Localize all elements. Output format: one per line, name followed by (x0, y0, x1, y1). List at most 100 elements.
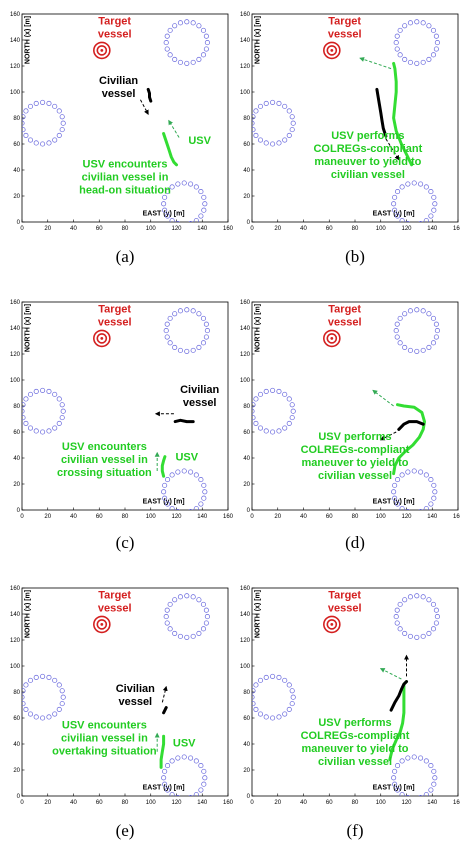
obstacle-point (257, 103, 264, 109)
obstacle-point (198, 787, 204, 793)
y-tick-label: 60 (243, 142, 250, 148)
y-tick-label: 160 (10, 586, 21, 592)
obstacle-point (201, 495, 207, 501)
y-axis-label: NORTH (x) [m] (25, 304, 32, 352)
annotation-text: USV performs (318, 717, 391, 729)
obstacle-point (201, 194, 207, 200)
obstacle-point (395, 787, 401, 793)
obstacle-point (203, 321, 209, 327)
obstacle-point (282, 425, 288, 431)
obstacle-point (181, 754, 187, 760)
obstacle-point (181, 180, 187, 186)
obstacle-point (402, 56, 408, 62)
y-axis-label: NORTH (x) [m] (25, 16, 32, 64)
obstacle-point (414, 60, 420, 66)
x-tick-label: 140 (197, 226, 208, 232)
obstacle-point (428, 763, 434, 769)
annotation-text: USV (188, 135, 211, 147)
obstacle-point (46, 140, 52, 146)
x-tick-label: 40 (70, 514, 77, 520)
y-tick-label: 60 (243, 716, 250, 722)
obstacle-point (263, 428, 269, 434)
obstacle-ring (393, 19, 440, 66)
chart-panel: 0 20 40 60 80 100 120 140 160 0 20 40 60 80 100 120 140 1… (10, 12, 234, 266)
obstacle-point (27, 425, 34, 431)
obstacle-point (172, 597, 178, 603)
y-tick-label: 160 (240, 300, 251, 306)
obstacle-point (204, 614, 210, 620)
usv-heading-arrow (379, 668, 402, 680)
obstacle-point (169, 792, 175, 796)
obstacle-point (169, 506, 175, 510)
obstacle-point (423, 218, 429, 222)
obstacle-point (167, 626, 173, 632)
obstacle-point (270, 429, 276, 435)
x-tick-label: 40 (300, 800, 307, 806)
y-tick-label: 160 (10, 12, 21, 18)
obstacle-point (22, 688, 26, 694)
obstacle-point (165, 213, 171, 219)
y-tick-label: 40 (243, 456, 250, 462)
usv-trajectory (162, 132, 178, 167)
obstacle-point (22, 114, 26, 120)
x-tick-label: 0 (250, 514, 254, 520)
obstacle-point (393, 614, 399, 620)
x-tick-label: 40 (300, 226, 307, 232)
obstacle-point (46, 100, 52, 106)
obstacle-point (418, 755, 424, 761)
x-tick-label: 120 (171, 800, 182, 806)
obstacle-point (40, 673, 46, 679)
y-tick-label: 100 (240, 90, 251, 96)
y-tick-label: 120 (240, 64, 251, 70)
obstacle-point (22, 127, 26, 133)
obstacle-point (286, 108, 292, 114)
x-tick-label: 120 (171, 514, 182, 520)
obstacle-point (190, 59, 196, 65)
y-axis-label: NORTH (x) [m] (25, 590, 32, 638)
y-tick-label: 120 (10, 64, 21, 70)
obstacle-point (184, 60, 190, 66)
obstacle-point (397, 601, 403, 607)
obstacle-point (405, 755, 411, 761)
civilian-heading-arrow (379, 431, 397, 441)
obstacle-point (282, 677, 288, 683)
x-tick-label: 80 (122, 514, 129, 520)
target-outer-ring (323, 41, 341, 60)
usv-trajectory (392, 403, 426, 476)
obstacle-point (423, 758, 429, 764)
chart-panel: 0 20 40 60 80 100 120 140 160 0 20 40 60 80 100 120 140 1… (10, 586, 234, 840)
obstacle-ring (252, 673, 296, 721)
obstacle-point (252, 114, 256, 120)
annotation-text: overtaking situation (52, 745, 157, 757)
obstacle-point (399, 218, 405, 222)
obstacle-point (392, 495, 398, 501)
y-tick-label: 40 (243, 168, 250, 174)
x-tick-label: 20 (274, 514, 281, 520)
obstacle-point (394, 46, 400, 52)
obstacle-point (257, 137, 264, 143)
obstacle-point (399, 792, 405, 796)
obstacle-point (394, 620, 400, 626)
obstacle-point (46, 428, 52, 434)
obstacle-ring (391, 180, 438, 222)
x-tick-label: 60 (96, 514, 103, 520)
x-tick-label: 20 (274, 226, 281, 232)
obstacle-point (257, 677, 264, 683)
panel-caption: (b) (345, 247, 365, 266)
obstacle-point (428, 501, 434, 507)
obstacle-point (201, 768, 207, 774)
obstacle-point (420, 59, 426, 65)
obstacle-point (270, 141, 276, 147)
x-tick-label: 60 (96, 226, 103, 232)
civilian-trajectory (146, 87, 153, 103)
obstacle-point (252, 688, 256, 694)
obstacle-point (431, 781, 437, 787)
obstacle-point (282, 137, 288, 143)
obstacle-point (418, 221, 423, 222)
obstacle-point (426, 630, 432, 636)
y-tick-label: 80 (13, 116, 20, 122)
obstacle-point (52, 391, 58, 397)
obstacles (252, 19, 440, 222)
annotation-text: vessel (98, 602, 132, 614)
obstacle-point (253, 396, 259, 402)
